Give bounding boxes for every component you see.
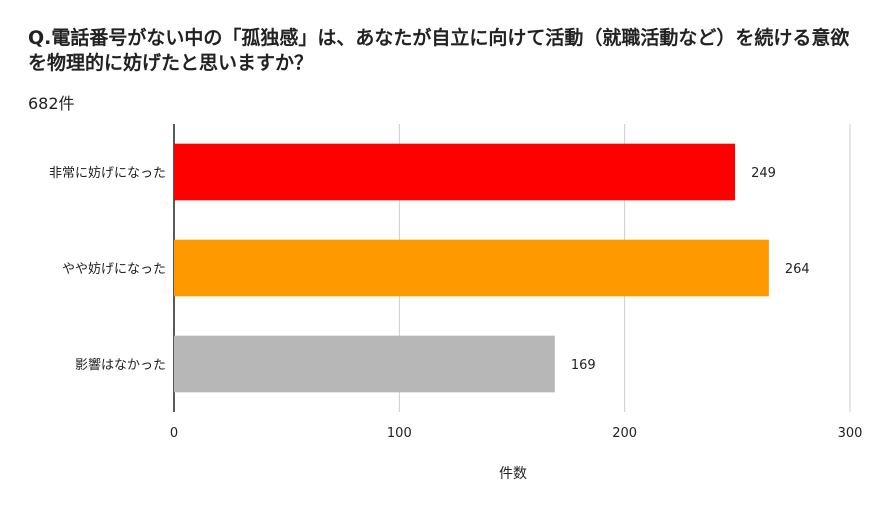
x-axis-title: 件数 bbox=[499, 466, 527, 482]
bar-1 bbox=[174, 143, 736, 201]
bar-2 bbox=[174, 239, 769, 297]
x-tick-label-200: 200 bbox=[612, 426, 637, 441]
value-label-2: 264 bbox=[785, 262, 810, 277]
x-tick-label-300: 300 bbox=[838, 426, 863, 441]
x-tick-label-0: 0 bbox=[170, 426, 178, 441]
response-count: 682件 bbox=[28, 94, 75, 113]
x-tick-label-100: 100 bbox=[387, 426, 412, 441]
value-label-3: 169 bbox=[571, 358, 596, 373]
value-label-1: 249 bbox=[751, 166, 776, 181]
bar-3 bbox=[174, 335, 555, 393]
category-label-2: やや妨げになった bbox=[62, 262, 166, 277]
category-label-3: 影響はなかった bbox=[75, 357, 166, 373]
chart-title: Q.電話番号がない中の「孤独感」は、あなたが自立に向けて活動（就職活動など）を続… bbox=[28, 27, 850, 74]
category-label-1: 非常に妨げになった bbox=[49, 166, 166, 181]
